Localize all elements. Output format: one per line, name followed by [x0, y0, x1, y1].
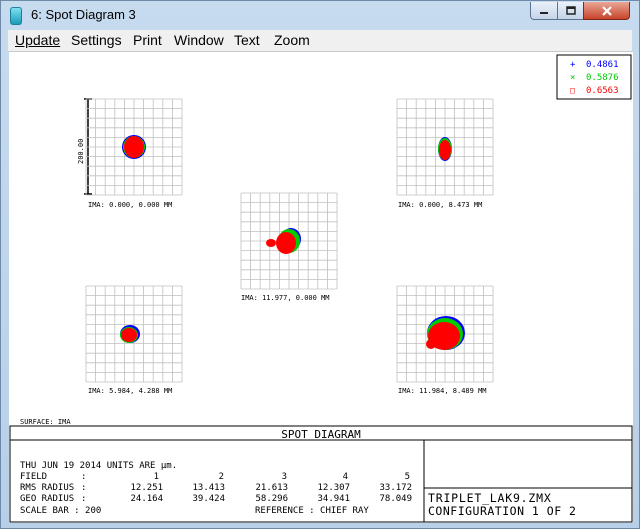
menu-text[interactable]: Text: [234, 32, 260, 48]
spot-red: [439, 140, 451, 160]
legend-label: 0.6563: [586, 86, 619, 96]
footer-configuration: CONFIGURATION 1 OF 2: [428, 504, 576, 518]
footer-table: SPOT DIAGRAM THU JUN 19 2014 UNITS ARE μ…: [9, 425, 633, 523]
menu-zoom[interactable]: Zoom: [274, 32, 310, 48]
legend-marker: +: [570, 60, 576, 70]
footer-heading: SPOT DIAGRAM: [281, 428, 361, 441]
footer-cell: 33.172: [379, 483, 412, 493]
footer-cell: 1: [154, 472, 159, 482]
footer-reference: REFERENCE : CHIEF RAY: [255, 506, 369, 516]
menu-label: Zoom: [274, 32, 310, 48]
footer-row-label: RMS RADIUS: [20, 483, 74, 493]
footer-cell: 13.413: [192, 483, 225, 493]
footer-cell: 12.307: [317, 483, 350, 493]
menu-window[interactable]: Window: [174, 32, 224, 48]
footer-row-sep: :: [81, 472, 86, 482]
title-bar[interactable]: 6: Spot Diagram 3: [1, 1, 639, 30]
footer-row-label: GEO RADIUS: [20, 494, 74, 504]
legend: + 0.4861 × 0.5876 □ 0.6563: [556, 54, 632, 100]
field-label-3: IMA: 11.977, 0.000 MM: [241, 294, 330, 302]
spot-red: [428, 322, 460, 350]
field-box-1: [85, 98, 183, 196]
close-icon: [601, 5, 612, 16]
footer-cell: 2: [219, 472, 224, 482]
minimize-icon: [540, 11, 548, 14]
footer-cell: 39.424: [192, 494, 225, 504]
footer-date: THU JUN 19 2014 UNITS ARE μm.: [20, 461, 177, 471]
footer-cell: 34.941: [317, 494, 350, 504]
footer-cell: 21.613: [255, 483, 288, 493]
field-label-2: IMA: 0.000, 8.473 MM: [398, 201, 482, 209]
footer-cell: 4: [343, 472, 348, 482]
field-box-5: [396, 285, 494, 383]
legend-marker: ×: [570, 73, 575, 83]
footer-filename: TRIPLET_LAK9.ZMX: [428, 491, 552, 505]
menu-print[interactable]: Print: [133, 32, 162, 48]
menu-label: Window: [174, 32, 224, 48]
spot-red: [121, 328, 137, 342]
spot-red: [124, 136, 144, 158]
surface-label: SURFACE: IMA: [20, 418, 71, 426]
footer-cell: 12.251: [130, 483, 163, 493]
minimize-button[interactable]: [530, 2, 558, 20]
menu-settings[interactable]: Settings: [71, 32, 122, 48]
maximize-icon: [565, 5, 576, 15]
spot-diagram-svg: + 0.4861 × 0.5876 □ 0.6563 200.00 IMA: 0…: [9, 54, 633, 523]
window-title: 6: Spot Diagram 3: [31, 7, 136, 22]
app-icon[interactable]: [10, 7, 22, 25]
footer-cell: 3: [282, 472, 287, 482]
footer-cell: 78.049: [379, 494, 412, 504]
field-box-2: [396, 98, 494, 196]
menu-label: Settings: [71, 32, 122, 48]
field-label-5: IMA: 11.984, 8.489 MM: [398, 387, 487, 395]
scale-bar-label: 200.00: [77, 139, 85, 164]
footer-cell: 5: [405, 472, 410, 482]
menu-label: Update: [15, 32, 61, 48]
footer-row-label: FIELD: [20, 472, 47, 482]
legend-label: 0.5876: [586, 73, 619, 83]
field-label-1: IMA: 0.000, 0.000 MM: [88, 201, 172, 209]
footer-row-sep: :: [81, 483, 86, 493]
maximize-button[interactable]: [557, 2, 584, 20]
legend-label: 0.4861: [586, 60, 619, 70]
menu-bar: Update Settings Print Window Text Zoom: [8, 30, 632, 51]
footer-cell: 58.296: [255, 494, 288, 504]
field-box-4: [85, 285, 183, 383]
menu-label: Print: [133, 32, 162, 48]
footer-scale-bar: SCALE BAR : 200: [20, 506, 101, 516]
field-box-3: [240, 192, 338, 290]
close-button[interactable]: [583, 2, 630, 20]
footer-row-sep: :: [81, 494, 86, 504]
field-label-4: IMA: 5.984, 4.288 MM: [88, 387, 172, 395]
spot-red: [276, 232, 296, 254]
spot-diagram-canvas: + 0.4861 × 0.5876 □ 0.6563 200.00 IMA: 0…: [9, 51, 633, 523]
menu-update[interactable]: Update: [15, 32, 60, 48]
spot-red: [426, 339, 436, 349]
spot-red: [266, 239, 276, 247]
menu-label: Text: [234, 32, 260, 48]
scale-bar: 200.00: [77, 98, 92, 195]
footer-cell: 24.164: [130, 494, 163, 504]
legend-marker: □: [570, 86, 575, 95]
